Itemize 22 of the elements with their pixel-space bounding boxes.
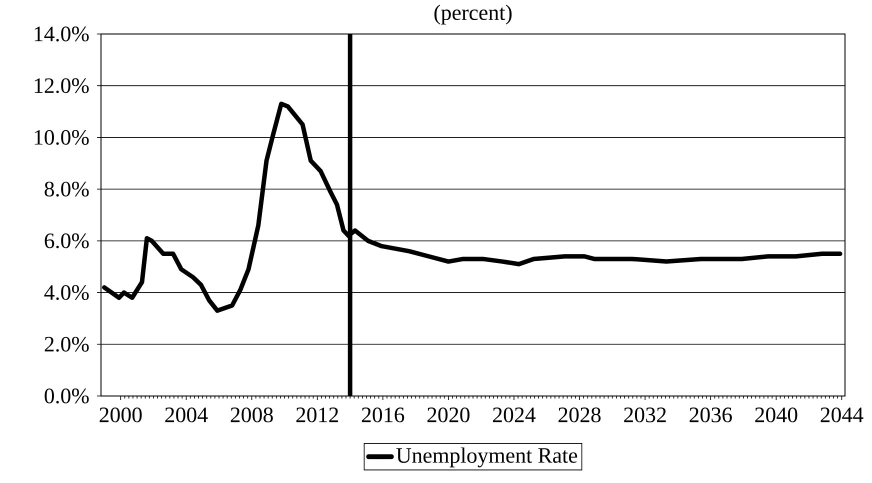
y-tick-label: 8.0% bbox=[44, 182, 89, 197]
x-tick-label: 2024 bbox=[493, 407, 536, 422]
x-tick-label: 2044 bbox=[820, 407, 864, 422]
y-tick-label: 14.0% bbox=[34, 26, 89, 42]
y-tick-label: 12.0% bbox=[34, 78, 89, 94]
y-tick-label: 4.0% bbox=[44, 285, 89, 300]
x-tick-label: 2020 bbox=[427, 407, 470, 422]
x-tick-label: 2000 bbox=[100, 407, 142, 422]
y-tick-label: 6.0% bbox=[44, 233, 89, 248]
x-tick-label: 2036 bbox=[690, 407, 732, 422]
chart-title: (percent) bbox=[434, 4, 512, 25]
x-tick-label: 2032 bbox=[624, 407, 666, 422]
y-tick-label: 0.0% bbox=[44, 388, 89, 404]
x-tick-label: 2004 bbox=[165, 407, 208, 422]
y-tick-label: 10.0% bbox=[34, 130, 89, 145]
y-tick-label: 2.0% bbox=[44, 336, 89, 352]
x-tick-label: 2012 bbox=[296, 407, 338, 422]
x-tick-label: 2008 bbox=[230, 407, 273, 422]
x-tick-label: 2016 bbox=[362, 407, 404, 422]
x-tick-label: 2040 bbox=[755, 407, 798, 422]
legend-label: Unemployment Rate bbox=[396, 447, 578, 468]
x-tick-label: 2028 bbox=[558, 407, 601, 422]
